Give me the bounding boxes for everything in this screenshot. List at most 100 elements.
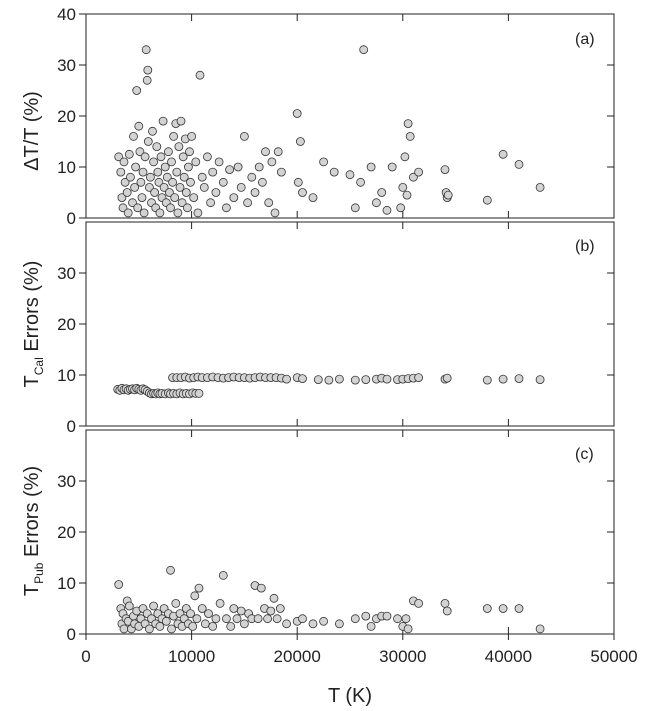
data-point-c-75 <box>366 622 376 631</box>
x-tick-label-2: 20000 <box>274 647 321 666</box>
data-point-a-95 <box>273 147 283 157</box>
data-point-a-1 <box>116 167 126 177</box>
data-point-a-72 <box>197 172 207 182</box>
data-point-a-82 <box>229 193 239 203</box>
panel-b-y-ticks: 0 10 20 30 <box>57 222 615 436</box>
y-tick-label-c-0: 0 <box>67 625 76 644</box>
data-point-a-107 <box>359 45 369 55</box>
data-point-a-49 <box>168 177 178 187</box>
data-point-a-12 <box>130 182 140 192</box>
data-point-c-8 <box>124 601 134 611</box>
data-point-c-90 <box>535 624 545 634</box>
data-point-c-47 <box>211 614 221 624</box>
data-point-a-105 <box>350 203 360 213</box>
y-tick-label-c-2: 20 <box>57 523 76 542</box>
panel-a-label: (a) <box>575 31 595 48</box>
data-point-a-101 <box>308 193 318 203</box>
data-point-a-40 <box>158 116 168 126</box>
data-point-c-53 <box>232 614 242 624</box>
panel-c-y-axis-title: TPub Errors (%) <box>21 466 46 596</box>
data-point-a-127 <box>514 159 524 169</box>
data-point-a-81 <box>225 165 235 175</box>
x-tick-label-3: 30000 <box>379 647 426 666</box>
data-point-a-16 <box>134 121 144 131</box>
data-point-a-71 <box>195 70 205 80</box>
x-axis-title: T (K) <box>328 685 372 707</box>
data-point-a-116 <box>402 190 412 200</box>
x-tick-label-5: 50000 <box>590 647 637 666</box>
panel-c-points <box>114 565 545 634</box>
data-point-a-96 <box>276 167 286 177</box>
data-point-a-53 <box>172 167 182 177</box>
data-point-c-63 <box>266 606 276 616</box>
data-point-a-20 <box>138 167 148 177</box>
data-point-b-33 <box>194 388 204 398</box>
data-point-c-4 <box>119 624 129 634</box>
y-tick-label-b-2: 20 <box>57 315 76 334</box>
data-point-a-28 <box>145 172 155 182</box>
data-point-c-39 <box>188 622 198 631</box>
data-point-a-58 <box>177 198 187 208</box>
data-point-c-26 <box>161 616 171 626</box>
data-point-c-74 <box>361 611 371 621</box>
data-point-c-40 <box>190 591 200 601</box>
panel-a-points <box>114 45 545 218</box>
data-point-a-18 <box>136 177 146 187</box>
data-point-b-59 <box>298 374 307 384</box>
data-point-a-89 <box>254 162 264 172</box>
data-point-c-42 <box>194 583 204 593</box>
y-tick-label-a-1: 10 <box>57 158 76 177</box>
data-point-c-81 <box>401 614 411 624</box>
data-point-a-77 <box>211 188 221 197</box>
data-point-a-47 <box>166 203 175 213</box>
data-point-b-76 <box>498 374 508 384</box>
data-point-a-104 <box>345 170 355 180</box>
data-point-a-118 <box>405 131 415 141</box>
data-point-a-35 <box>153 167 163 177</box>
panel-a-y-axis-title: ΔT/T (%) <box>21 91 43 171</box>
data-point-c-78 <box>382 611 392 621</box>
data-point-a-88 <box>250 188 260 197</box>
data-point-a-76 <box>208 167 218 177</box>
data-point-c-89 <box>514 604 524 613</box>
data-point-b-78 <box>535 375 545 385</box>
data-point-a-85 <box>239 131 249 141</box>
data-point-b-57 <box>282 374 292 384</box>
data-point-b-63 <box>350 375 360 385</box>
data-point-a-126 <box>498 149 508 159</box>
data-point-a-99 <box>295 137 305 146</box>
data-point-a-44 <box>162 172 172 182</box>
data-point-c-60 <box>256 583 266 593</box>
data-point-a-98 <box>293 177 303 187</box>
data-point-a-86 <box>243 198 253 208</box>
data-point-a-92 <box>264 198 274 208</box>
panel-c-y-axis-title-main: T <box>21 584 43 596</box>
data-point-c-70 <box>308 619 318 629</box>
panel-c-label: (c) <box>575 446 594 463</box>
data-point-c-44 <box>200 619 210 629</box>
data-point-b-75 <box>482 375 492 385</box>
data-point-a-68 <box>189 193 199 203</box>
panel-c-y-ticks: 0 10 20 30 <box>57 430 615 644</box>
data-point-a-112 <box>387 162 397 172</box>
data-point-a-64 <box>183 162 193 172</box>
data-point-a-57 <box>176 116 186 126</box>
data-point-c-50 <box>221 614 231 624</box>
data-point-a-26 <box>143 137 153 146</box>
panel-b-points <box>113 372 545 399</box>
x-tick-label-4: 40000 <box>485 647 532 666</box>
data-point-c-18 <box>144 624 154 634</box>
data-point-a-36 <box>154 177 164 187</box>
data-point-a-21 <box>139 208 149 218</box>
data-point-a-38 <box>156 152 166 162</box>
data-point-a-114 <box>398 182 408 192</box>
data-point-c-49 <box>218 571 228 580</box>
data-point-b-72 <box>414 373 424 383</box>
data-point-a-70 <box>193 208 203 218</box>
data-point-a-50 <box>169 131 179 141</box>
data-point-c-62 <box>263 614 273 624</box>
data-point-a-14 <box>132 86 142 95</box>
data-point-c-69 <box>298 614 307 624</box>
data-point-c-87 <box>482 604 492 613</box>
data-point-b-62 <box>334 374 344 384</box>
